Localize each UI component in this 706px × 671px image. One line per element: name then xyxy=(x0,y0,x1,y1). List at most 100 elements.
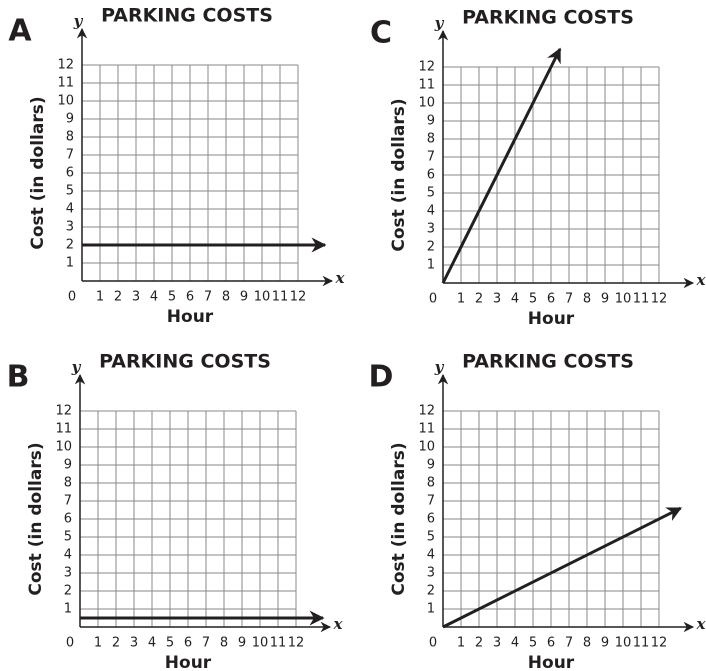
x-tick-label: 10 xyxy=(615,292,632,307)
x-tick-label: 7 xyxy=(565,292,573,307)
chart-title: PARKING COSTS xyxy=(99,351,271,373)
x-axis-label: Hour xyxy=(167,307,214,327)
x-tick-label: 3 xyxy=(132,290,140,305)
x-tick-label: 8 xyxy=(220,636,228,651)
x-tick-label: 6 xyxy=(547,292,555,307)
y-tick-label: 11 xyxy=(55,422,72,437)
x-tick-label: 4 xyxy=(511,636,519,651)
x-axis-label: Hour xyxy=(165,653,212,671)
y-tick-label: 3 xyxy=(64,566,72,581)
x-tick-label: 9 xyxy=(601,292,609,307)
y-tick-label: 10 xyxy=(55,440,72,455)
y-tick-label: 4 xyxy=(427,204,435,219)
x-tick-label: 4 xyxy=(150,290,158,305)
x-tick-label: 4 xyxy=(511,292,519,307)
x-tick-label: 8 xyxy=(583,292,591,307)
y-tick-label: 2 xyxy=(427,584,435,599)
x-tick-label: 3 xyxy=(493,292,501,307)
y-tick-label: 9 xyxy=(427,114,435,129)
y-tick-label: 11 xyxy=(57,76,74,91)
x-tick-label: 6 xyxy=(547,636,555,651)
chart-title: PARKING COSTS xyxy=(462,7,634,29)
panel-letter: A xyxy=(8,14,32,49)
y-tick-label: 2 xyxy=(64,584,72,599)
y-tick-label: 11 xyxy=(418,78,435,93)
cost-line xyxy=(442,506,682,629)
x-tick-label: 11 xyxy=(272,290,289,305)
x-tick-label: 11 xyxy=(633,636,650,651)
x-tick-label: 0 xyxy=(429,636,437,651)
y-tick-label: 4 xyxy=(427,548,435,563)
x-tick-label: 1 xyxy=(96,290,104,305)
y-tick-label: 1 xyxy=(64,602,72,617)
x-axis-symbol: x xyxy=(335,269,346,287)
y-tick-label: 7 xyxy=(427,150,435,165)
y-tick-label: 1 xyxy=(66,256,74,271)
x-tick-label: 1 xyxy=(94,636,102,651)
x-tick-label: 6 xyxy=(184,636,192,651)
y-axis-symbol: y xyxy=(73,12,84,30)
y-tick-label: 1 xyxy=(427,258,435,273)
chart-title: PARKING COSTS xyxy=(101,5,273,27)
x-tick-label: 5 xyxy=(529,292,537,307)
y-tick-label: 6 xyxy=(427,168,435,183)
x-tick-label: 4 xyxy=(148,636,156,651)
y-tick-label: 12 xyxy=(418,404,435,419)
y-tick-label: 7 xyxy=(427,494,435,509)
y-tick-label: 3 xyxy=(427,566,435,581)
y-tick-label: 3 xyxy=(66,220,74,235)
x-tick-label: 12 xyxy=(651,292,668,307)
x-tick-label: 0 xyxy=(429,292,437,307)
x-tick-label: 5 xyxy=(168,290,176,305)
x-axis-symbol: x xyxy=(333,615,344,633)
x-tick-label: 10 xyxy=(254,290,271,305)
x-axis-symbol: x xyxy=(696,615,706,633)
y-tick-label: 11 xyxy=(418,422,435,437)
y-tick-label: 6 xyxy=(66,166,74,181)
y-tick-label: 8 xyxy=(66,130,74,145)
y-tick-label: 8 xyxy=(427,476,435,491)
x-tick-label: 8 xyxy=(583,636,591,651)
y-tick-label: 10 xyxy=(418,96,435,111)
y-axis-label: Cost (in dollars) xyxy=(26,442,46,595)
y-tick-label: 8 xyxy=(427,132,435,147)
y-tick-label: 12 xyxy=(55,404,72,419)
x-tick-label: 7 xyxy=(565,636,573,651)
x-tick-label: 2 xyxy=(475,636,483,651)
y-tick-label: 5 xyxy=(64,530,72,545)
y-tick-label: 7 xyxy=(64,494,72,509)
y-axis-label: Cost (in dollars) xyxy=(389,442,409,595)
x-tick-label: 10 xyxy=(252,636,269,651)
x-tick-label: 12 xyxy=(288,636,305,651)
y-axis-symbol: y xyxy=(71,358,82,376)
x-tick-label: 11 xyxy=(270,636,287,651)
x-tick-label: 6 xyxy=(186,290,194,305)
x-tick-label: 7 xyxy=(204,290,212,305)
x-tick-label: 12 xyxy=(651,636,668,651)
x-tick-label: 3 xyxy=(130,636,138,651)
y-tick-label: 4 xyxy=(64,548,72,563)
y-tick-label: 12 xyxy=(418,60,435,75)
x-tick-label: 12 xyxy=(290,290,307,305)
x-tick-label: 10 xyxy=(615,636,632,651)
y-tick-label: 12 xyxy=(57,58,74,73)
y-tick-label: 9 xyxy=(427,458,435,473)
y-tick-label: 9 xyxy=(64,458,72,473)
panel-letter: C xyxy=(370,16,392,51)
x-tick-label: 0 xyxy=(68,290,76,305)
x-tick-label: 7 xyxy=(202,636,210,651)
x-axis-label: Hour xyxy=(528,653,575,671)
y-tick-label: 5 xyxy=(66,184,74,199)
y-axis-label: Cost (in dollars) xyxy=(389,98,409,251)
x-tick-label: 9 xyxy=(240,290,248,305)
x-tick-label: 5 xyxy=(166,636,174,651)
y-axis-symbol: y xyxy=(434,358,445,376)
y-tick-label: 3 xyxy=(427,222,435,237)
x-tick-label: 8 xyxy=(222,290,230,305)
y-tick-label: 9 xyxy=(66,112,74,127)
chart-title: PARKING COSTS xyxy=(462,351,634,373)
y-tick-label: 8 xyxy=(64,476,72,491)
x-tick-label: 5 xyxy=(529,636,537,651)
y-tick-label: 6 xyxy=(427,512,435,527)
